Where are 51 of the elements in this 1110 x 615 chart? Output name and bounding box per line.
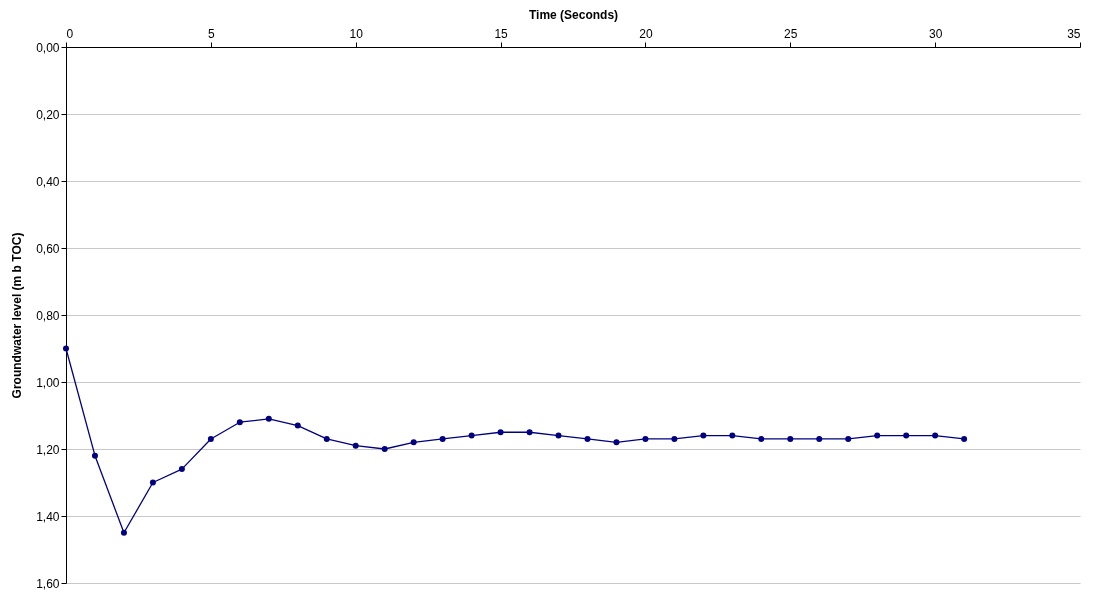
- x-tick-label: 35: [1067, 26, 1081, 41]
- point: [671, 435, 678, 442]
- y-tick-label: 1,60: [36, 576, 60, 591]
- x-tick-label: 5: [208, 26, 216, 41]
- y-axis-title: Groundwater level (m b TOC): [10, 232, 25, 399]
- x-tick-label: 30: [928, 26, 943, 41]
- point: [555, 432, 562, 439]
- point: [613, 439, 620, 446]
- y-tick-label: 1,00: [36, 375, 60, 390]
- x-axis-title: Time (Seconds): [528, 7, 619, 22]
- x-tick-label: 25: [784, 26, 798, 41]
- point: [149, 479, 156, 486]
- point: [207, 435, 214, 442]
- point: [787, 435, 794, 442]
- y-tick-label: 1,20: [36, 442, 60, 457]
- point: [265, 415, 272, 422]
- point: [961, 435, 968, 442]
- point: [874, 432, 881, 439]
- y-tick-label: 0,60: [36, 241, 60, 256]
- point: [381, 446, 388, 452]
- x-tick-label: 0: [66, 26, 74, 41]
- point: [91, 452, 98, 459]
- x-tick-label: 20: [639, 26, 653, 41]
- point: [63, 345, 69, 352]
- point: [758, 435, 765, 442]
- point: [729, 432, 736, 439]
- y-tick-label: 0,80: [36, 308, 60, 323]
- point: [903, 432, 910, 439]
- point: [700, 432, 707, 439]
- point: [816, 435, 823, 442]
- y-tick-label: 1,40: [36, 509, 60, 524]
- point: [323, 435, 330, 442]
- point: [236, 419, 243, 426]
- x-tick-label: 10: [349, 26, 364, 41]
- point: [584, 435, 591, 442]
- y-tick-label: 0,40: [36, 174, 60, 189]
- point: [120, 529, 127, 536]
- x-tick-label: 15: [494, 26, 509, 41]
- point: [932, 432, 939, 439]
- point: [294, 422, 301, 429]
- point: [497, 429, 504, 436]
- y-tick-label: 0,20: [36, 107, 60, 122]
- point: [468, 432, 475, 439]
- point: [845, 435, 852, 442]
- y-tick-label: 0,00: [36, 40, 60, 55]
- point: [439, 435, 446, 442]
- point: [352, 442, 359, 449]
- point: [178, 466, 185, 473]
- point: [642, 435, 649, 442]
- point: [410, 439, 417, 446]
- point: [526, 429, 533, 436]
